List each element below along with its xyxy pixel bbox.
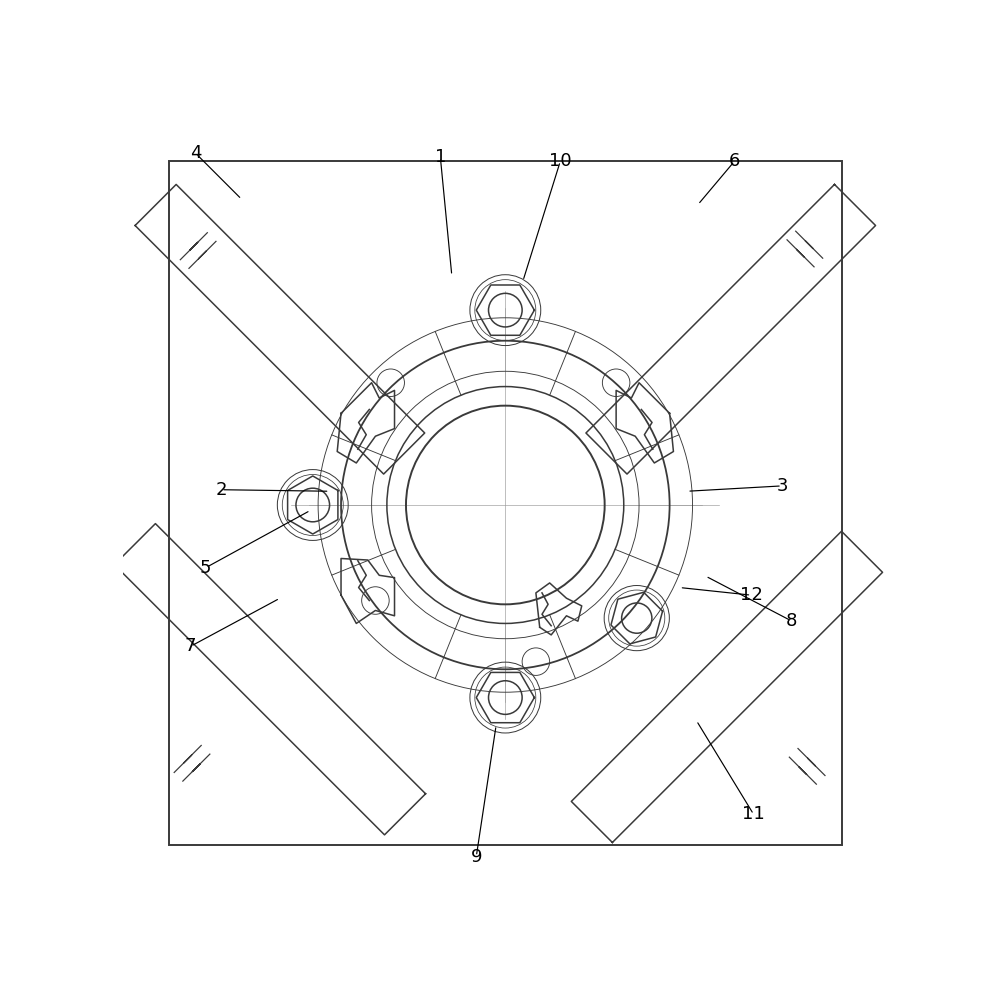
Text: 6: 6 — [729, 152, 740, 170]
Text: 4: 4 — [190, 144, 201, 162]
Text: 9: 9 — [470, 848, 482, 866]
Text: 1: 1 — [435, 148, 446, 166]
Text: 12: 12 — [740, 586, 763, 604]
Text: 5: 5 — [200, 559, 212, 577]
Text: 7: 7 — [184, 637, 196, 655]
Text: 8: 8 — [786, 612, 798, 630]
Text: 3: 3 — [776, 477, 788, 495]
Text: 2: 2 — [215, 481, 227, 499]
Text: 10: 10 — [549, 152, 572, 170]
Bar — [170, 161, 841, 845]
Text: 11: 11 — [742, 805, 765, 823]
